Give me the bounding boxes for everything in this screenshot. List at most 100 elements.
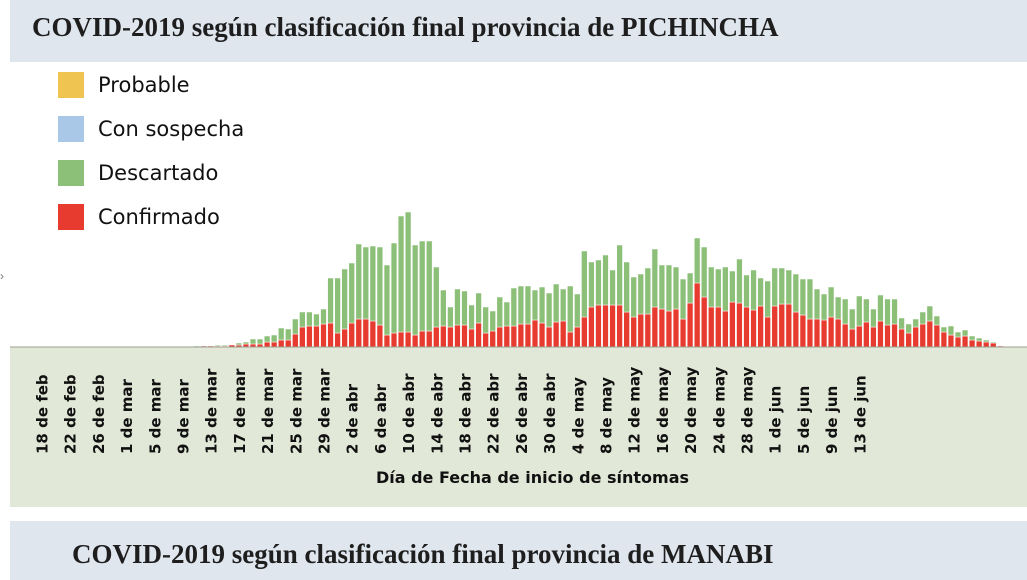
bar-confirmado-69	[524, 323, 532, 348]
bar-confirmado-126	[926, 320, 933, 348]
bar-descartado-83	[623, 261, 630, 313]
bar-confirmado-55	[426, 330, 433, 348]
bar-descartado-116	[856, 295, 863, 327]
bar-confirmado-102	[757, 305, 764, 348]
x-tick-label: 16 de may	[654, 366, 672, 454]
bar-descartado-61	[468, 304, 475, 330]
bar-confirmado-50	[390, 332, 398, 348]
bar-confirmado-63	[482, 332, 489, 348]
x-axis-band	[10, 347, 1027, 507]
bar-confirmado-32	[263, 341, 271, 348]
bar-confirmado-83	[623, 311, 630, 348]
bar-descartado-86	[644, 267, 651, 315]
bar-confirmado-59	[454, 324, 461, 348]
bar-confirmado-97	[722, 310, 729, 348]
bar-descartado-69	[524, 285, 532, 325]
bar-descartado-67	[510, 287, 518, 327]
bar-confirmado-47	[369, 320, 377, 348]
bar-confirmado-51	[397, 331, 405, 348]
bar-confirmado-100	[743, 306, 750, 348]
bar-descartado-53	[412, 244, 419, 336]
bar-descartado-84	[630, 276, 637, 318]
legend-swatch-descartado	[58, 160, 84, 186]
bar-confirmado-112	[827, 316, 835, 348]
bar-descartado-65	[496, 296, 503, 328]
bar-descartado-44	[348, 262, 355, 324]
bar-descartado-35	[285, 328, 292, 341]
x-tick-label: 20 de may	[682, 366, 700, 454]
bar-confirmado-111	[820, 319, 828, 348]
bar-confirmado-45	[355, 318, 362, 348]
bar-confirmado-110	[813, 318, 821, 348]
bar-descartado-31	[256, 338, 264, 345]
bar-descartado-68	[517, 285, 525, 325]
bar-descartado-79	[595, 259, 602, 306]
bar-confirmado-96	[715, 306, 722, 348]
next-chart-title-band: COVID-2019 según clasificación final pro…	[10, 521, 1027, 580]
edge-arrow-icon: ›	[0, 269, 4, 283]
chart-title: COVID-2019 según clasificación final pro…	[32, 12, 779, 42]
bar-descartado-110	[813, 288, 821, 320]
bar-descartado-114	[842, 298, 849, 325]
x-tick-label: 5 de mar	[146, 378, 164, 454]
bar-descartado-76	[574, 293, 581, 328]
bar-descartado-51	[397, 215, 405, 333]
x-tick-label: 9 de mar	[175, 378, 193, 454]
bar-descartado-111	[820, 293, 828, 321]
bar-confirmado-132	[968, 339, 976, 348]
bar-confirmado-91	[679, 318, 687, 348]
chart-title-band: COVID-2019 según clasificación final pro…	[10, 0, 1027, 62]
bar-confirmado-86	[644, 313, 651, 348]
bar-descartado-119	[877, 294, 884, 322]
bar-descartado-115	[849, 308, 856, 330]
bar-descartado-81	[609, 269, 616, 306]
bar-confirmado-98	[729, 301, 736, 348]
bar-confirmado-52	[404, 331, 412, 348]
bar-confirmado-37	[299, 326, 306, 348]
bar-descartado-46	[362, 246, 369, 320]
bar-confirmado-133	[976, 340, 983, 348]
bar-confirmado-127	[933, 324, 941, 348]
bar-confirmado-62	[475, 322, 482, 348]
bar-descartado-112	[827, 286, 835, 318]
bar-descartado-132	[968, 335, 976, 341]
bar-descartado-80	[602, 254, 609, 306]
bar-confirmado-135	[990, 342, 997, 348]
x-tick-label: 24 de may	[710, 366, 728, 454]
bar-descartado-133	[976, 337, 983, 342]
bar-descartado-99	[736, 258, 743, 304]
bar-descartado-124	[912, 318, 919, 328]
bar-confirmado-74	[560, 320, 567, 348]
x-tick-label: 13 de mar	[203, 368, 221, 454]
bar-descartado-135	[990, 341, 997, 344]
x-tick-label: 8 de may	[598, 377, 616, 454]
bar-descartado-39	[313, 313, 320, 327]
bar-descartado-74	[560, 288, 567, 322]
bar-descartado-107	[792, 273, 800, 313]
bar-confirmado-80	[602, 304, 609, 348]
bar-confirmado-125	[919, 323, 926, 348]
bar-descartado-52	[404, 211, 412, 333]
stacked-bar-chart: 18 de feb 22 de feb 26 de feb 1 de mar 5 de …	[10, 211, 1027, 454]
bar-descartado-26	[221, 344, 228, 347]
bar-confirmado-60	[461, 324, 468, 348]
bar-confirmado-70	[531, 319, 539, 348]
bar-descartado-117	[863, 298, 870, 323]
bar-descartado-45	[355, 243, 362, 320]
bar-confirmado-106	[785, 303, 792, 348]
bar-descartado-72	[545, 292, 553, 328]
x-tick-label: 10 de abr	[400, 373, 418, 454]
bar-confirmado-79	[595, 304, 602, 348]
bar-descartado-57	[440, 289, 447, 327]
x-tick-label: 14 de abr	[428, 373, 446, 454]
bar-confirmado-78	[588, 306, 595, 348]
bar-descartado-73	[553, 283, 560, 323]
bar-descartado-75	[567, 285, 574, 333]
bar-descartado-82	[616, 244, 623, 306]
x-tick-label: 18 de abr	[457, 373, 475, 454]
bar-confirmado-49	[383, 334, 391, 348]
bar-confirmado-58	[447, 326, 454, 348]
bar-confirmado-116	[856, 325, 863, 348]
bar-confirmado-84	[630, 316, 637, 348]
bar-confirmado-42	[334, 332, 341, 348]
